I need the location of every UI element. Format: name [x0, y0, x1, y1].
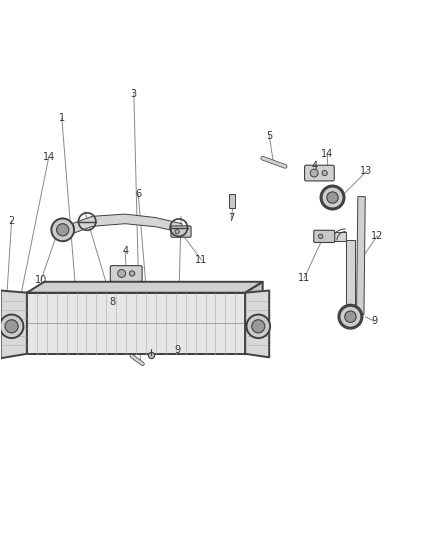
Text: 14: 14 — [42, 152, 55, 163]
Circle shape — [130, 271, 135, 276]
Circle shape — [321, 187, 343, 208]
Circle shape — [345, 311, 356, 322]
Text: 9: 9 — [371, 316, 377, 326]
Text: 11: 11 — [298, 273, 310, 283]
Text: 12: 12 — [371, 231, 383, 241]
Circle shape — [327, 192, 338, 203]
Text: 3: 3 — [131, 89, 137, 99]
FancyBboxPatch shape — [110, 265, 142, 281]
Polygon shape — [27, 282, 263, 293]
Circle shape — [310, 169, 318, 177]
Text: 1: 1 — [59, 113, 65, 123]
Polygon shape — [229, 193, 235, 207]
Circle shape — [252, 320, 265, 333]
Circle shape — [247, 314, 270, 338]
FancyBboxPatch shape — [171, 226, 191, 237]
FancyBboxPatch shape — [314, 230, 335, 243]
Polygon shape — [1, 290, 27, 358]
Circle shape — [322, 171, 327, 176]
Circle shape — [0, 314, 23, 338]
Circle shape — [57, 224, 69, 236]
Circle shape — [118, 270, 126, 277]
Circle shape — [318, 234, 323, 239]
Text: 6: 6 — [135, 189, 141, 199]
Text: 4: 4 — [312, 161, 318, 171]
Text: 7: 7 — [228, 214, 234, 223]
FancyBboxPatch shape — [304, 165, 334, 181]
Circle shape — [5, 320, 18, 333]
Text: 10: 10 — [35, 276, 47, 286]
Polygon shape — [346, 240, 355, 317]
Circle shape — [339, 306, 361, 328]
Text: 5: 5 — [266, 131, 272, 141]
Text: 8: 8 — [109, 297, 115, 308]
Text: 4: 4 — [122, 246, 128, 256]
Polygon shape — [68, 214, 182, 235]
Polygon shape — [245, 282, 263, 354]
Text: 2: 2 — [8, 216, 15, 225]
Circle shape — [175, 229, 179, 234]
Circle shape — [51, 219, 74, 241]
Polygon shape — [323, 231, 346, 241]
Polygon shape — [27, 293, 245, 354]
Text: 9: 9 — [174, 345, 180, 356]
Polygon shape — [245, 290, 269, 357]
Text: 13: 13 — [360, 166, 373, 176]
Text: 11: 11 — [195, 255, 208, 265]
Polygon shape — [357, 197, 365, 314]
Text: 14: 14 — [321, 149, 333, 159]
